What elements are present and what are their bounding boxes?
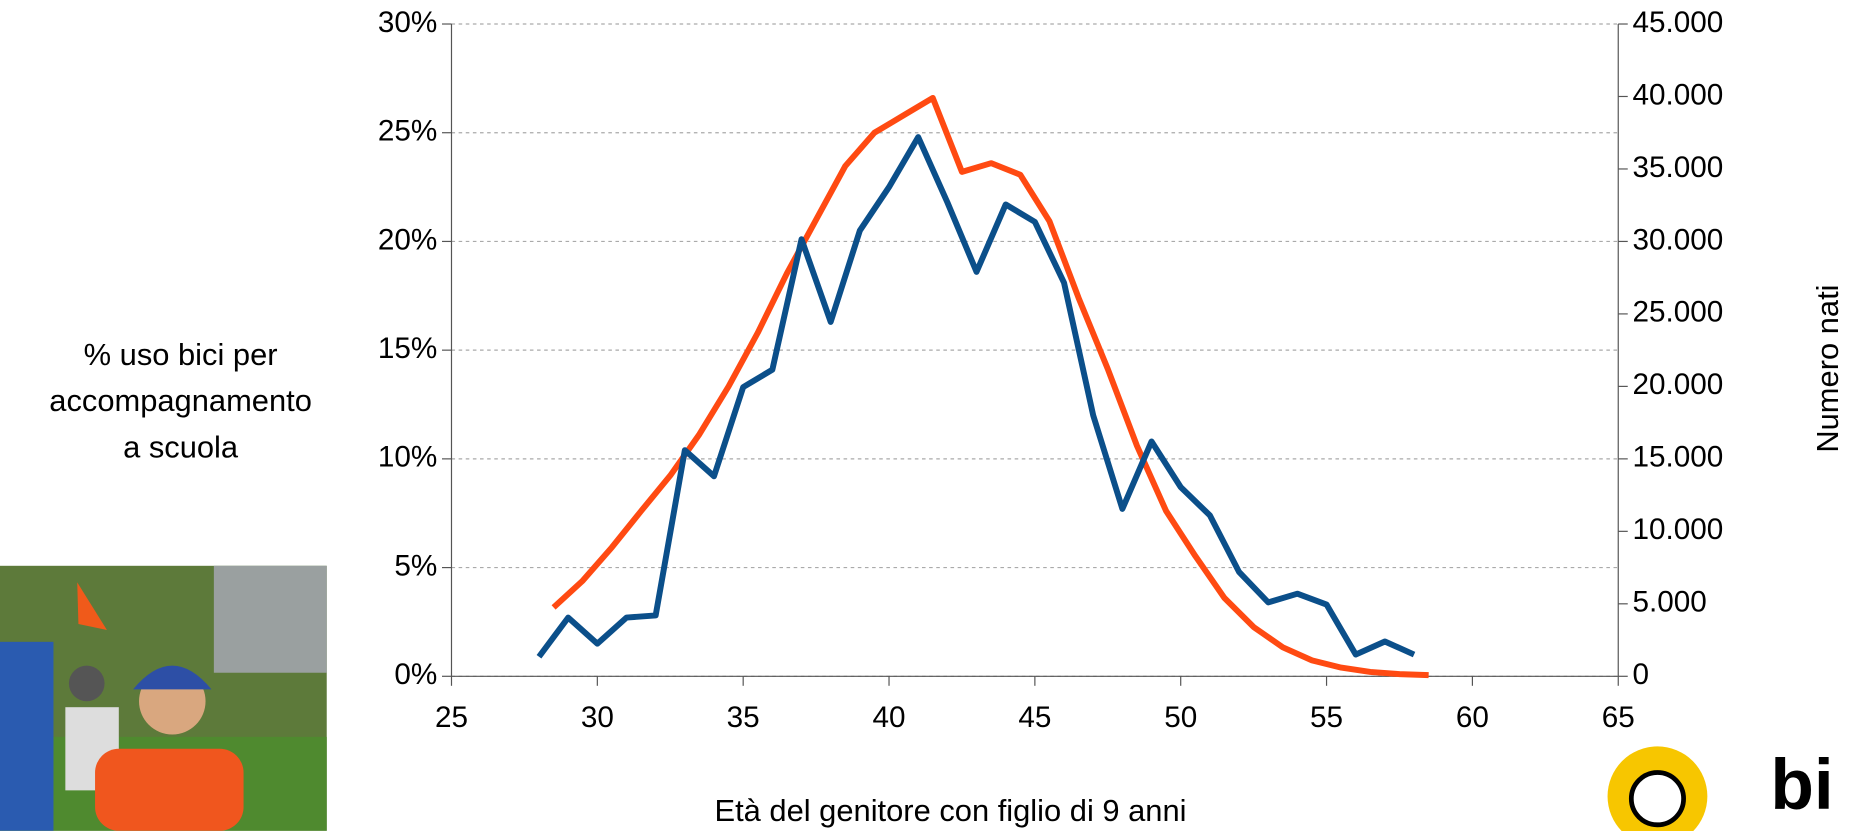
- logo-text: bi: [1770, 745, 1833, 825]
- y-tick-label: 10%: [378, 441, 437, 474]
- x-tick-label: 55: [1310, 701, 1343, 734]
- y-tick-label: 25%: [378, 115, 437, 148]
- y-axis-label: a scuola: [123, 430, 239, 465]
- x-tick-label: 50: [1164, 701, 1197, 734]
- x-tick-label: 25: [435, 701, 468, 734]
- y-tick-label: 5%: [394, 549, 437, 582]
- y-axis-label: accompagnamento: [49, 383, 312, 418]
- photo: [0, 565, 327, 831]
- logo: bi: [1607, 745, 1834, 831]
- x-tick-label: 30: [581, 701, 614, 734]
- y-tick-label: 20%: [378, 223, 437, 256]
- y2-tick-label: 0: [1633, 658, 1650, 691]
- line-series: [536, 134, 1416, 659]
- y2-tick-label: 5.000: [1633, 586, 1707, 619]
- x-tick-label: 40: [873, 701, 906, 734]
- y2-tick-label: 30.000: [1633, 223, 1724, 256]
- y-axis-label: % uso bici per: [84, 337, 278, 372]
- y2-tick-label: 20.000: [1633, 368, 1724, 401]
- y2-tick-label: 10.000: [1633, 513, 1724, 546]
- line-series: [551, 94, 1429, 679]
- x-tick-label: 65: [1602, 701, 1635, 734]
- y2-axis-label: Numero nati: [1810, 284, 1845, 452]
- x-axis-label: Età del genitore con figlio di 9 anni: [714, 793, 1186, 828]
- y2-tick-label: 15.000: [1633, 441, 1724, 474]
- y-tick-label: 15%: [378, 332, 437, 365]
- y-tick-label: 30%: [378, 6, 437, 39]
- x-tick-label: 45: [1018, 701, 1051, 734]
- y2-tick-label: 40.000: [1633, 78, 1724, 111]
- x-tick-label: 35: [727, 701, 760, 734]
- y-tick-label: 0%: [394, 658, 437, 691]
- x-tick-label: 60: [1456, 701, 1489, 734]
- y2-tick-label: 45.000: [1633, 6, 1724, 39]
- y2-tick-label: 35.000: [1633, 151, 1724, 184]
- y2-tick-label: 25.000: [1633, 296, 1724, 329]
